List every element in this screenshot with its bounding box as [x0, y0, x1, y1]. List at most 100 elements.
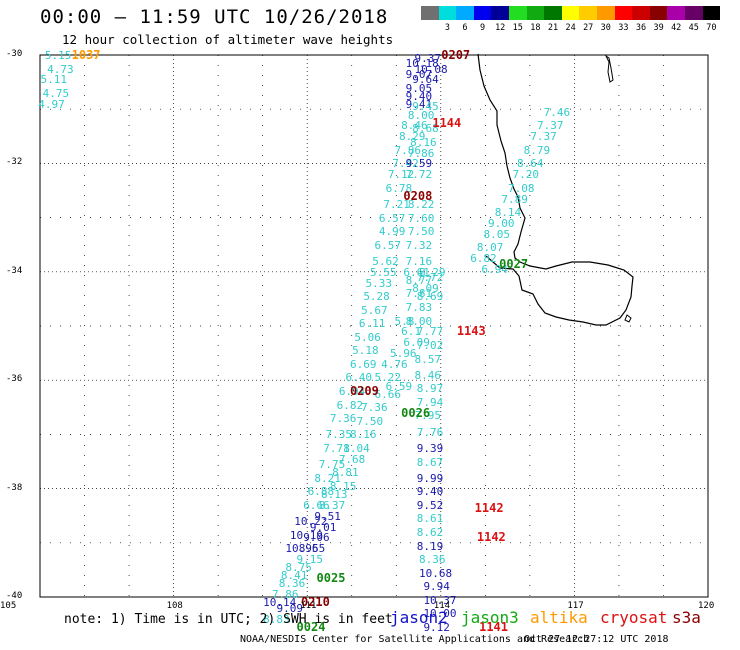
- wave-height-label: 8.37: [318, 498, 346, 512]
- legend-jason2: jason2: [390, 608, 448, 627]
- color-scale-label: 70: [706, 23, 717, 33]
- color-scale-label: 18: [530, 23, 541, 33]
- wave-height-label: 9.39: [416, 441, 444, 455]
- wave-height-label: 7.02: [416, 338, 444, 352]
- wave-height-label: 8.62: [416, 525, 444, 539]
- longitude-tick-label: 120: [698, 601, 715, 611]
- longitude-tick-label: 108: [166, 601, 183, 611]
- wave-height-label: 4.73: [47, 62, 74, 76]
- pass-time-label: 1144: [432, 115, 462, 130]
- latitude-tick-label: -32: [6, 157, 23, 168]
- wave-height-label: 8.83: [263, 612, 290, 626]
- color-scale-label: 9: [480, 23, 486, 33]
- wave-height-label: 8.00: [405, 314, 433, 328]
- wave-height-label: 7.86: [407, 146, 435, 160]
- wave-height-label: 8.79: [523, 143, 551, 157]
- pass-time-label: 0024: [296, 619, 326, 634]
- wave-height-label: 8.04: [343, 441, 370, 455]
- wave-height-label: 8.97: [416, 382, 444, 396]
- wave-height-label: 5.8: [394, 314, 415, 328]
- wave-height-label: 6.66: [303, 498, 330, 512]
- wave-height-label: 9.05: [405, 81, 433, 95]
- legend-jason3: jason3: [461, 608, 519, 627]
- wave-height-label: 6.11: [358, 317, 386, 331]
- pass-time-label: 1037: [71, 48, 101, 62]
- wave-height-label: 10.19: [289, 528, 323, 542]
- color-scale-swatch: [473, 6, 492, 20]
- wave-height-label: 8.36: [278, 577, 306, 591]
- wave-height-label: 6.82: [336, 398, 364, 412]
- wave-height-label: 8.81: [332, 466, 359, 480]
- color-scale-label: 45: [688, 23, 699, 33]
- color-scale-label: 39: [653, 23, 664, 33]
- color-scale-swatch: [632, 6, 650, 20]
- wave-height-label: 8.57: [414, 352, 442, 366]
- wave-height-label: 5.28: [363, 290, 390, 304]
- color-scale-label: 33: [618, 23, 629, 33]
- wave-height-label: 7.37: [530, 130, 557, 144]
- wave-height-label: 10.00: [423, 607, 457, 621]
- wave-height-label: 7.77: [416, 325, 444, 339]
- wave-height-label: 8.13: [321, 488, 348, 502]
- wave-height-label: 9.52: [416, 498, 444, 512]
- wave-height-label: 6.82: [470, 252, 497, 266]
- wave-height-label: 6.69: [349, 357, 377, 371]
- wave-height-label: 5.06: [354, 330, 381, 344]
- longitude-tick-label: 114: [433, 601, 451, 611]
- wave-height-label: 4.99: [378, 225, 406, 239]
- wave-height-label: 6.09: [403, 336, 430, 350]
- wave-height-label: 9.01: [309, 520, 337, 534]
- wave-height-label: 4.76: [381, 357, 408, 371]
- color-scale-swatch: [597, 6, 615, 20]
- wave-height-label: 7.86: [272, 588, 299, 602]
- wave-height-label: 8.61: [416, 512, 444, 526]
- credit-text: NOAA/NESDIS Center for Satellite Applica…: [240, 634, 590, 645]
- wave-height-label: 10.14: [263, 596, 297, 610]
- wave-height-label: 7.20: [512, 168, 540, 182]
- color-scale-label: 24: [565, 23, 576, 33]
- color-scale-swatch: [685, 6, 703, 20]
- wave-height-label: 8.05: [483, 227, 511, 241]
- pass-time-label: 0027: [499, 256, 529, 271]
- australia-coastline: [477, 53, 634, 326]
- wave-height-label: 9.40: [416, 485, 444, 499]
- pass-time-label: 0207: [441, 48, 471, 62]
- pass-time-label: 1142: [474, 500, 504, 515]
- color-scale-swatch: [491, 6, 509, 20]
- color-scale-swatch: [561, 6, 580, 20]
- latitude-tick-label: -30: [6, 49, 23, 59]
- color-scale-swatch: [438, 6, 457, 20]
- wave-height-label: 6.57: [374, 238, 401, 252]
- legend-s3a: s3a: [672, 608, 701, 627]
- wave-height-label: 9.15: [296, 553, 324, 567]
- wave-height-label: 4.75: [42, 86, 70, 100]
- wave-height-label: 7.86: [394, 143, 421, 157]
- color-scale-label: 30: [600, 23, 611, 33]
- wave-height-label: 8.15: [329, 479, 357, 493]
- wave-height-label: 7.32: [405, 238, 433, 252]
- wave-height-label: 7.72: [405, 168, 433, 182]
- latitude-tick-label: -40: [6, 591, 23, 601]
- wave-height-label: 6.40: [345, 371, 373, 385]
- color-scale-swatch: [702, 6, 721, 20]
- wave-height-label: 8.67: [416, 455, 444, 469]
- color-scale-label: 12: [495, 23, 506, 33]
- color-scale-label: 42: [671, 23, 682, 33]
- wave-height-label: 8.21: [314, 471, 341, 485]
- wave-height-label: 8.16: [410, 135, 437, 149]
- wave-height-label: 7.21: [383, 198, 410, 212]
- legend-altika: altika: [530, 608, 588, 627]
- pass-time-label: 1143: [456, 324, 486, 339]
- wave-height-label: 8.07: [476, 241, 504, 255]
- color-scale-label: 27: [583, 23, 594, 33]
- latitude-tick-label: -34: [6, 265, 23, 276]
- wave-height-label: 9.40: [405, 89, 433, 103]
- wave-height-label: 7.16: [405, 254, 433, 268]
- wave-height-label: 9.51: [314, 509, 341, 523]
- wave-height-label: 9.06: [303, 531, 330, 545]
- color-scale-swatch: [667, 6, 685, 20]
- wave-height-label: 8.69: [416, 290, 444, 304]
- color-scale-label: 36: [635, 23, 647, 33]
- wave-height-label: 9.59: [405, 157, 433, 171]
